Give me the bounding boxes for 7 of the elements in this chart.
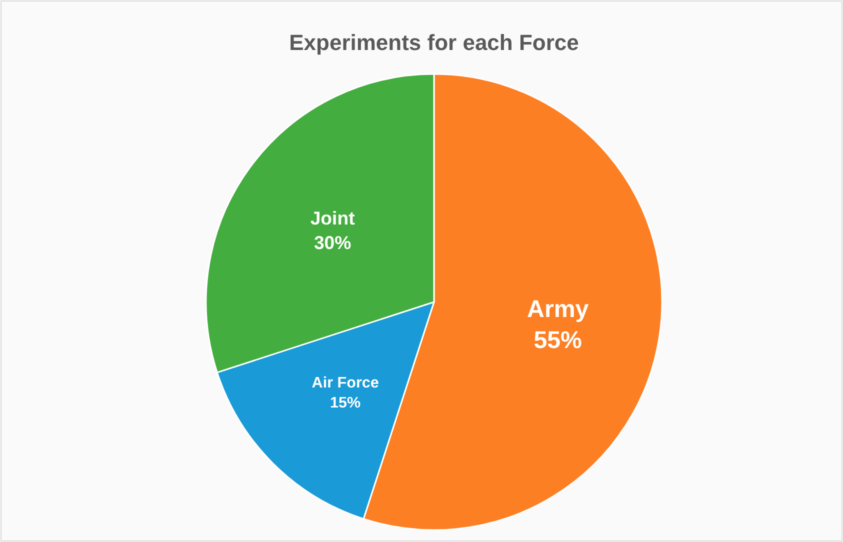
data-label: 15% (330, 394, 362, 412)
slice-label: Joint (310, 208, 355, 229)
data-label: 55% (534, 327, 582, 354)
chart-title: Experiments for each Force (289, 30, 579, 55)
slice-label: Army (527, 296, 590, 323)
slice-label: Air Force (312, 374, 379, 392)
data-label: 30% (314, 232, 352, 253)
